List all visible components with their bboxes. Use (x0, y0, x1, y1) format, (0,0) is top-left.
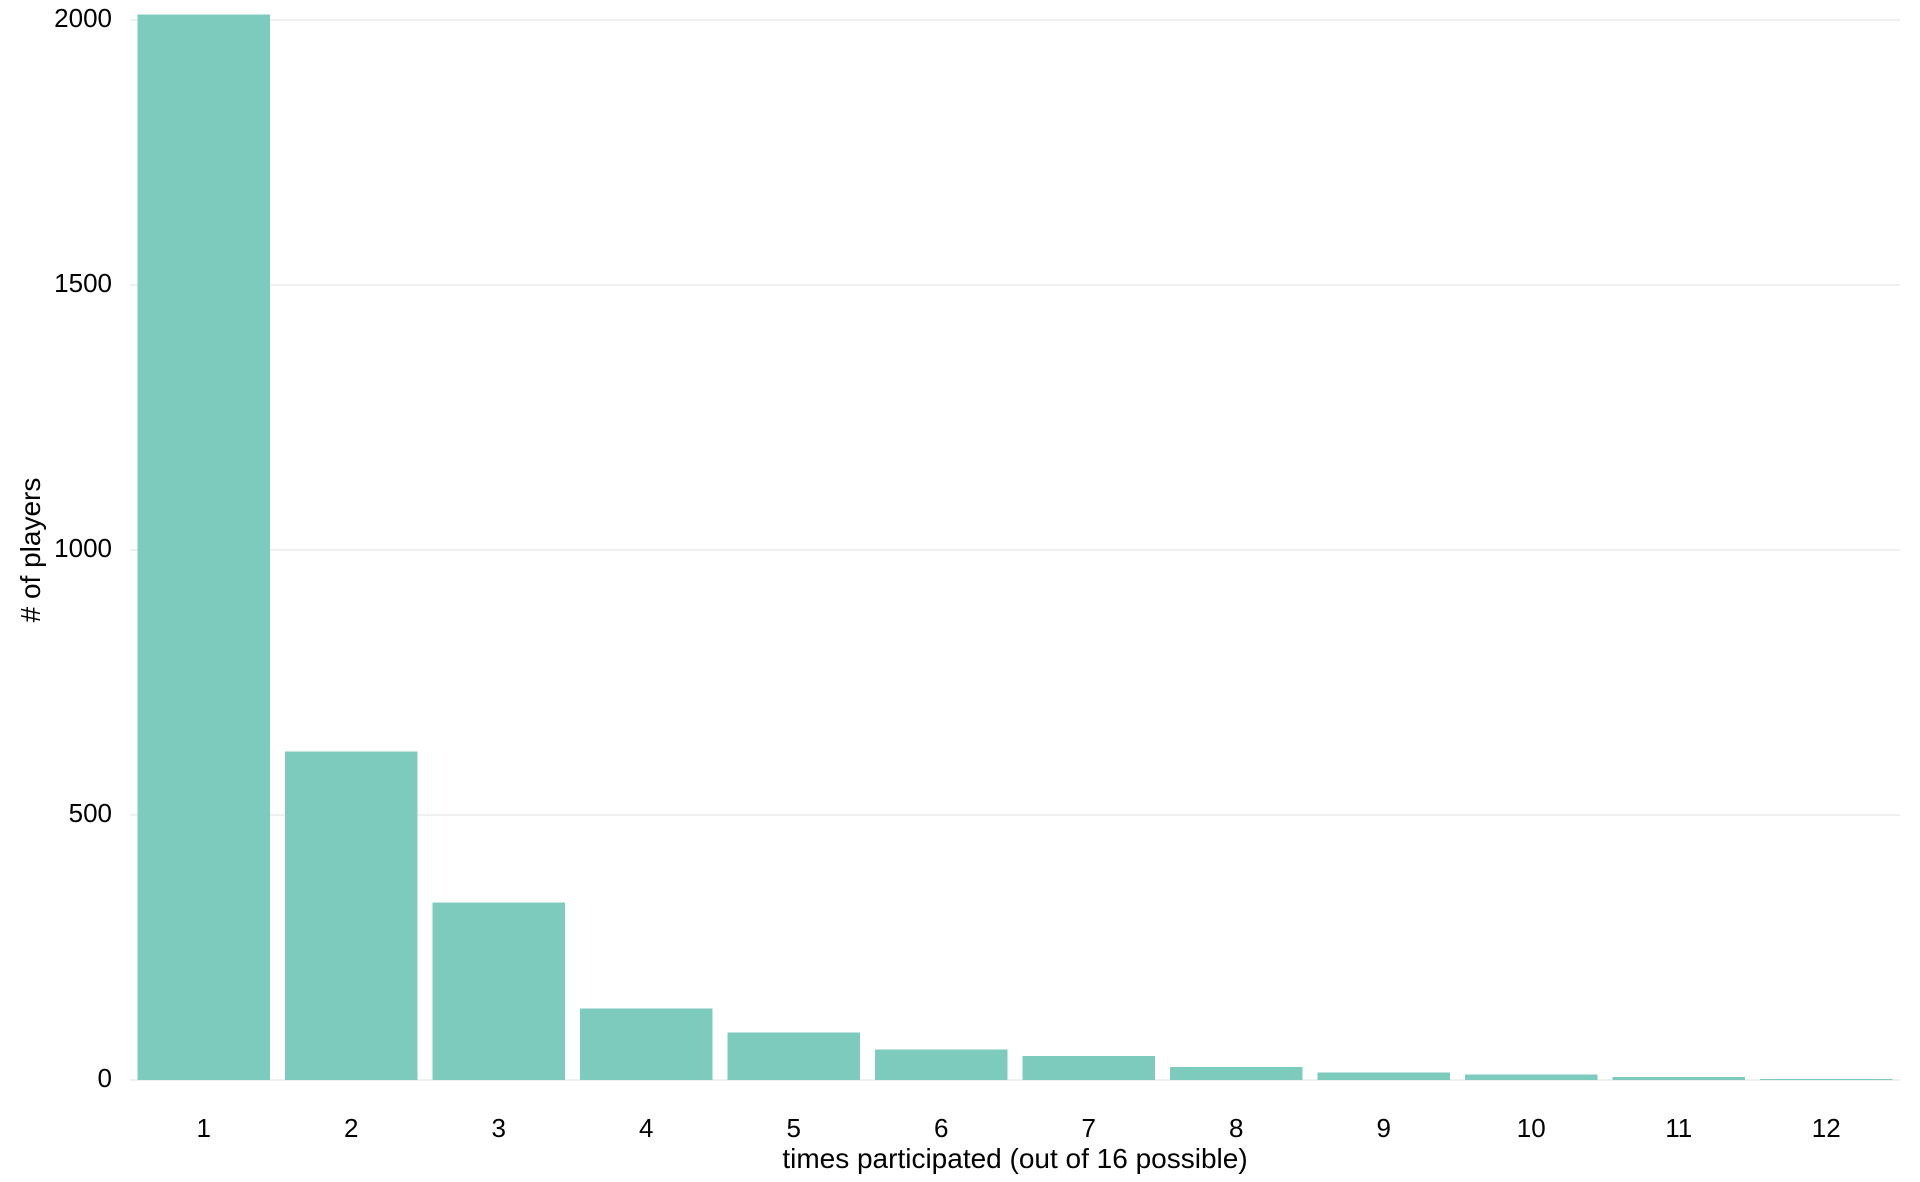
x-axis-label: times participated (out of 16 possible) (782, 1143, 1247, 1174)
y-tick-label: 500 (69, 798, 112, 828)
y-tick-label: 1000 (54, 533, 112, 563)
chart-svg: 0500100015002000123456789101112times par… (0, 0, 1920, 1182)
y-axis-label: # of players (15, 478, 46, 623)
x-tick-label: 9 (1377, 1113, 1391, 1143)
bar (1465, 1075, 1598, 1080)
bar (875, 1049, 1008, 1080)
y-tick-label: 0 (98, 1063, 112, 1093)
x-tick-label: 7 (1082, 1113, 1096, 1143)
bar (1022, 1056, 1155, 1080)
x-tick-label: 5 (787, 1113, 801, 1143)
x-tick-label: 12 (1812, 1113, 1841, 1143)
x-tick-label: 2 (344, 1113, 358, 1143)
x-tick-label: 6 (934, 1113, 948, 1143)
bar (1317, 1073, 1450, 1080)
x-tick-label: 4 (639, 1113, 653, 1143)
bar (1760, 1079, 1893, 1080)
x-tick-label: 3 (492, 1113, 506, 1143)
bar (580, 1008, 713, 1080)
bar (137, 15, 270, 1080)
x-tick-label: 1 (197, 1113, 211, 1143)
x-tick-label: 8 (1229, 1113, 1243, 1143)
bar (1612, 1077, 1745, 1080)
bar (727, 1032, 860, 1080)
y-tick-label: 2000 (54, 3, 112, 33)
participation-histogram: 0500100015002000123456789101112times par… (0, 0, 1920, 1182)
bar (285, 751, 418, 1080)
x-tick-label: 10 (1517, 1113, 1546, 1143)
y-tick-label: 1500 (54, 268, 112, 298)
bar (1170, 1067, 1303, 1080)
x-tick-label: 11 (1665, 1113, 1692, 1143)
bar (432, 902, 565, 1080)
